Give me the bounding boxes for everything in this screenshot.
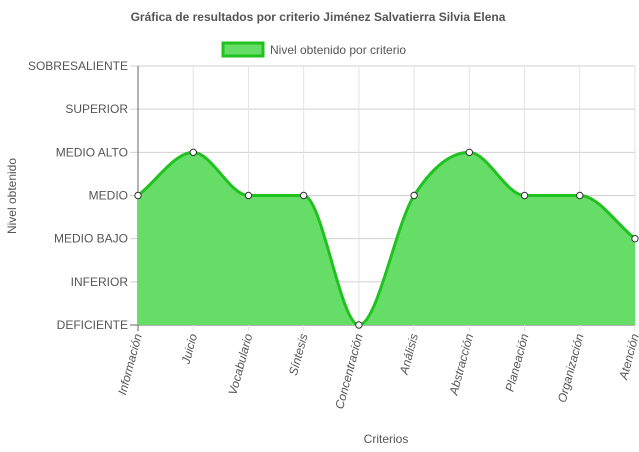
data-point[interactable] <box>244 191 253 200</box>
x-tick-label: Juicio <box>178 332 200 367</box>
y-axis-label: Nivel obtenido <box>5 158 19 234</box>
y-tick-label: DEFICIENTE <box>57 318 128 332</box>
data-point[interactable] <box>465 148 474 157</box>
y-tick-label: MEDIO ALTO <box>56 145 128 159</box>
legend-label: Nivel obtenido por criterio <box>270 43 406 57</box>
x-tick-labels: Información Juicio Vocabulario Síntesis Conc… <box>115 332 639 411</box>
x-tick-label: Planeación <box>503 332 532 393</box>
y-tick-label: INFERIOR <box>71 275 129 289</box>
data-point[interactable] <box>576 191 584 200</box>
x-tick-label: Análisis <box>397 332 421 377</box>
data-point[interactable] <box>631 234 639 243</box>
x-axis-label: Criterios <box>364 432 409 446</box>
data-point[interactable] <box>134 191 142 200</box>
x-tick-label: Vocabulario <box>226 332 256 397</box>
y-tick-labels: DEFICIENTE INFERIOR MEDIO BAJO MEDIO MEDIO A… <box>28 59 128 332</box>
series-area <box>137 150 636 327</box>
y-tick-label: SUPERIOR <box>65 102 128 116</box>
x-tick-label: Síntesis <box>286 332 311 377</box>
data-point[interactable] <box>410 191 418 200</box>
y-tick-label: SOBRESALIENTE <box>28 59 128 73</box>
data-point[interactable] <box>520 191 529 200</box>
legend[interactable]: Nivel obtenido por criterio <box>221 41 406 58</box>
series-line <box>137 150 636 327</box>
x-tick-label: Organización <box>555 332 587 404</box>
data-point[interactable] <box>189 148 197 157</box>
x-tick-label: Información <box>115 332 145 396</box>
data-points <box>134 148 639 329</box>
legend-swatch <box>221 41 265 58</box>
chart-title: Gráfica de resultados por criterio Jimén… <box>131 10 506 24</box>
data-point[interactable] <box>299 191 308 200</box>
y-tick-label: MEDIO BAJO <box>54 232 128 246</box>
x-tick-label: Atención <box>616 332 639 382</box>
x-tick-label: Abstracción <box>446 332 476 397</box>
x-tick-label: Concentración <box>332 332 366 411</box>
data-point[interactable] <box>355 321 363 329</box>
y-tick-label: MEDIO <box>89 189 128 203</box>
